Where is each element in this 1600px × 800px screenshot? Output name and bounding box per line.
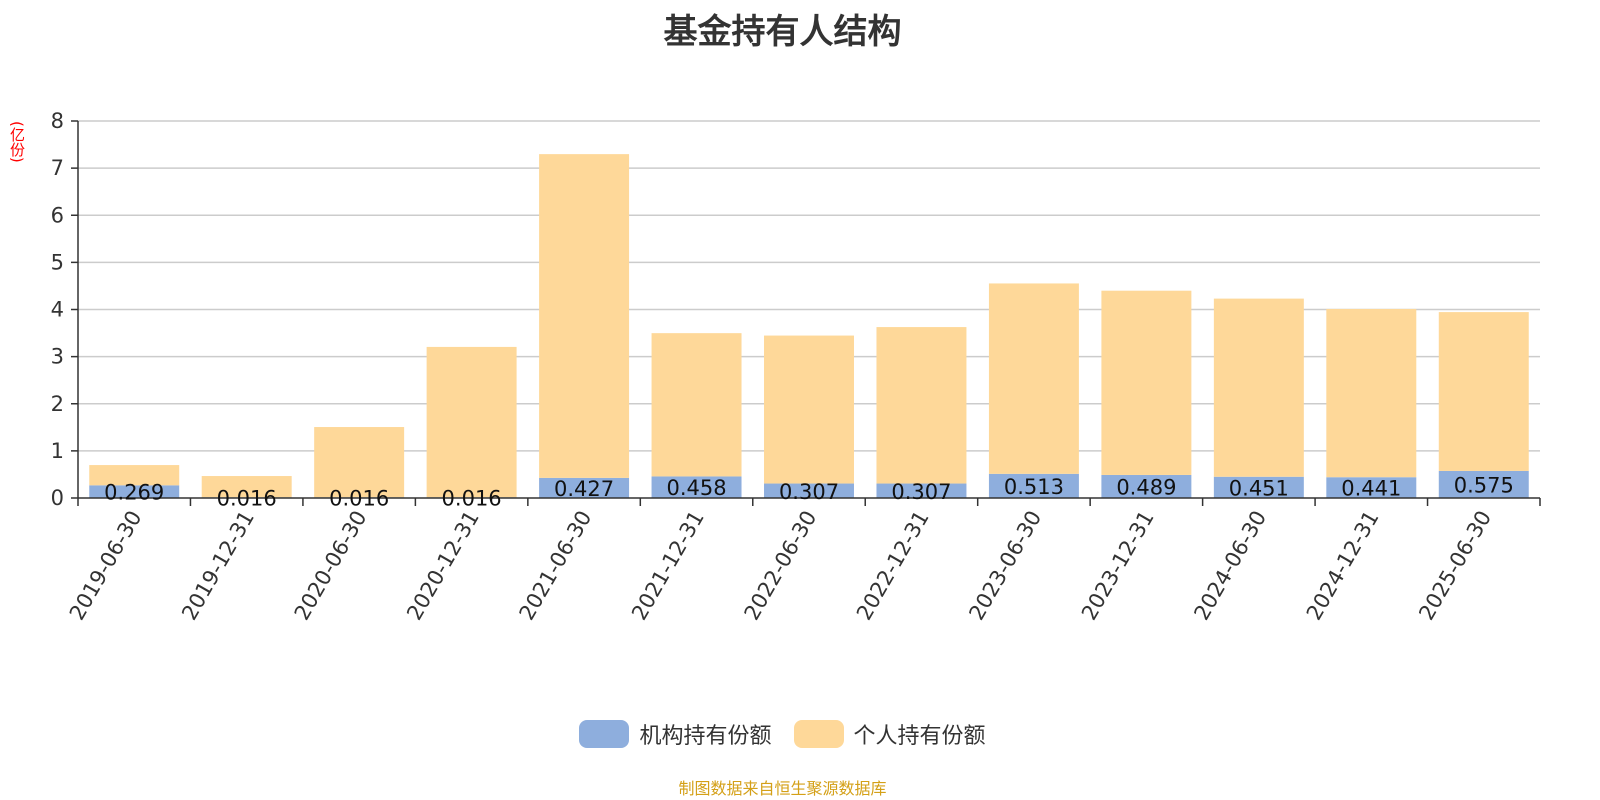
x-tick-label: 2024-06-30 [1189, 507, 1271, 625]
x-tick-label: 2023-06-30 [964, 507, 1046, 625]
source-note: 制图数据来自恒生聚源数据库 [678, 779, 887, 798]
y-tick-label: 5 [51, 250, 64, 274]
bar-value-label: 0.451 [1229, 476, 1289, 500]
legend-swatch-institutional [579, 720, 630, 748]
x-tick-label: 2019-12-31 [177, 507, 259, 625]
y-tick-label: 0 [51, 486, 64, 510]
y-tick-label: 2 [51, 392, 64, 416]
y-tick-label: 7 [51, 156, 64, 180]
legend-item-individual[interactable]: 个人持有份额 [793, 718, 986, 750]
y-tick-label: 3 [51, 345, 64, 369]
x-tick-label: 2022-12-31 [852, 507, 934, 625]
bar-value-label: 0.427 [554, 477, 614, 501]
legend-label-institutional: 机构持有份额 [639, 724, 772, 749]
y-tick-label: 4 [51, 298, 64, 322]
legend: 机构持有份额 个人持有份额 [0, 718, 1565, 750]
bars [89, 154, 1529, 498]
bar-institutional [764, 483, 854, 498]
y-tick-label: 1 [51, 439, 64, 463]
bar-individual [988, 283, 1079, 474]
bar-value-label: 0.307 [891, 480, 951, 504]
bar-individual [764, 335, 854, 484]
x-tick-label: 2020-12-31 [402, 506, 484, 624]
bar-labels: 0.269 0.016 0.016 0.016 0.427 0.458 0.307 0.307… [104, 473, 1514, 510]
legend-item-institutional[interactable]: 机构持有份额 [579, 718, 772, 750]
x-tick-label: 2019-06-30 [65, 507, 147, 625]
x-tick-label: 2020-06-30 [290, 507, 372, 625]
chart-title: 基金持有人结构 [663, 12, 902, 52]
bar-individual [1213, 298, 1304, 477]
bar-institutional [1326, 477, 1417, 498]
bar-value-label: 0.016 [442, 487, 502, 511]
legend-label-individual: 个人持有份额 [853, 724, 986, 749]
x-tick-label: 2024-12-31 [1302, 507, 1384, 625]
bar-value-label: 0.016 [217, 487, 277, 511]
bar-individual [426, 346, 517, 498]
bar-individual [1101, 290, 1192, 475]
bar-value-label: 0.489 [1116, 475, 1176, 499]
x-tick-label: 2021-06-30 [515, 507, 597, 625]
bar-value-label: 0.016 [329, 487, 389, 511]
bar-individual [89, 465, 180, 486]
bar-institutional [1101, 474, 1192, 498]
x-tick-label: 2023-12-31 [1077, 507, 1159, 625]
x-tick-label: 2022-06-30 [740, 507, 822, 625]
x-tick-label: 2021-12-31 [627, 507, 709, 625]
bar-institutional [876, 483, 967, 498]
bar-institutional [539, 477, 630, 498]
bar-individual [651, 333, 742, 477]
legend-swatch-individual [793, 720, 844, 748]
bar-individual [1326, 308, 1417, 478]
chart-plot: 0 1 2 3 4 5 6 7 8 2019-06-30 2019-12-31 2020-06-30 2… [51, 109, 1541, 625]
bar-institutional [988, 473, 1079, 498]
bar-individual [539, 154, 630, 478]
bar-individual [876, 327, 967, 484]
bar-institutional [89, 485, 180, 498]
bar-institutional [1438, 470, 1529, 498]
bar-value-label: 0.458 [666, 476, 726, 500]
bar-individual [314, 427, 405, 498]
bar-value-label: 0.269 [104, 481, 164, 505]
y-tick-label: 6 [51, 203, 64, 227]
bar-institutional [1213, 476, 1304, 498]
y-tick-label: 8 [51, 109, 64, 133]
bar-individual [1438, 312, 1529, 471]
bar-value-label: 0.513 [1004, 475, 1064, 499]
bar-value-label: 0.307 [779, 480, 839, 504]
bar-value-label: 0.441 [1341, 477, 1401, 501]
y-axis-unit: (亿份) [8, 121, 26, 163]
bar-institutional [651, 476, 742, 498]
x-tick-label: 2025-06-30 [1414, 507, 1496, 625]
bar-value-label: 0.575 [1454, 473, 1514, 497]
bar-individual [201, 476, 292, 498]
